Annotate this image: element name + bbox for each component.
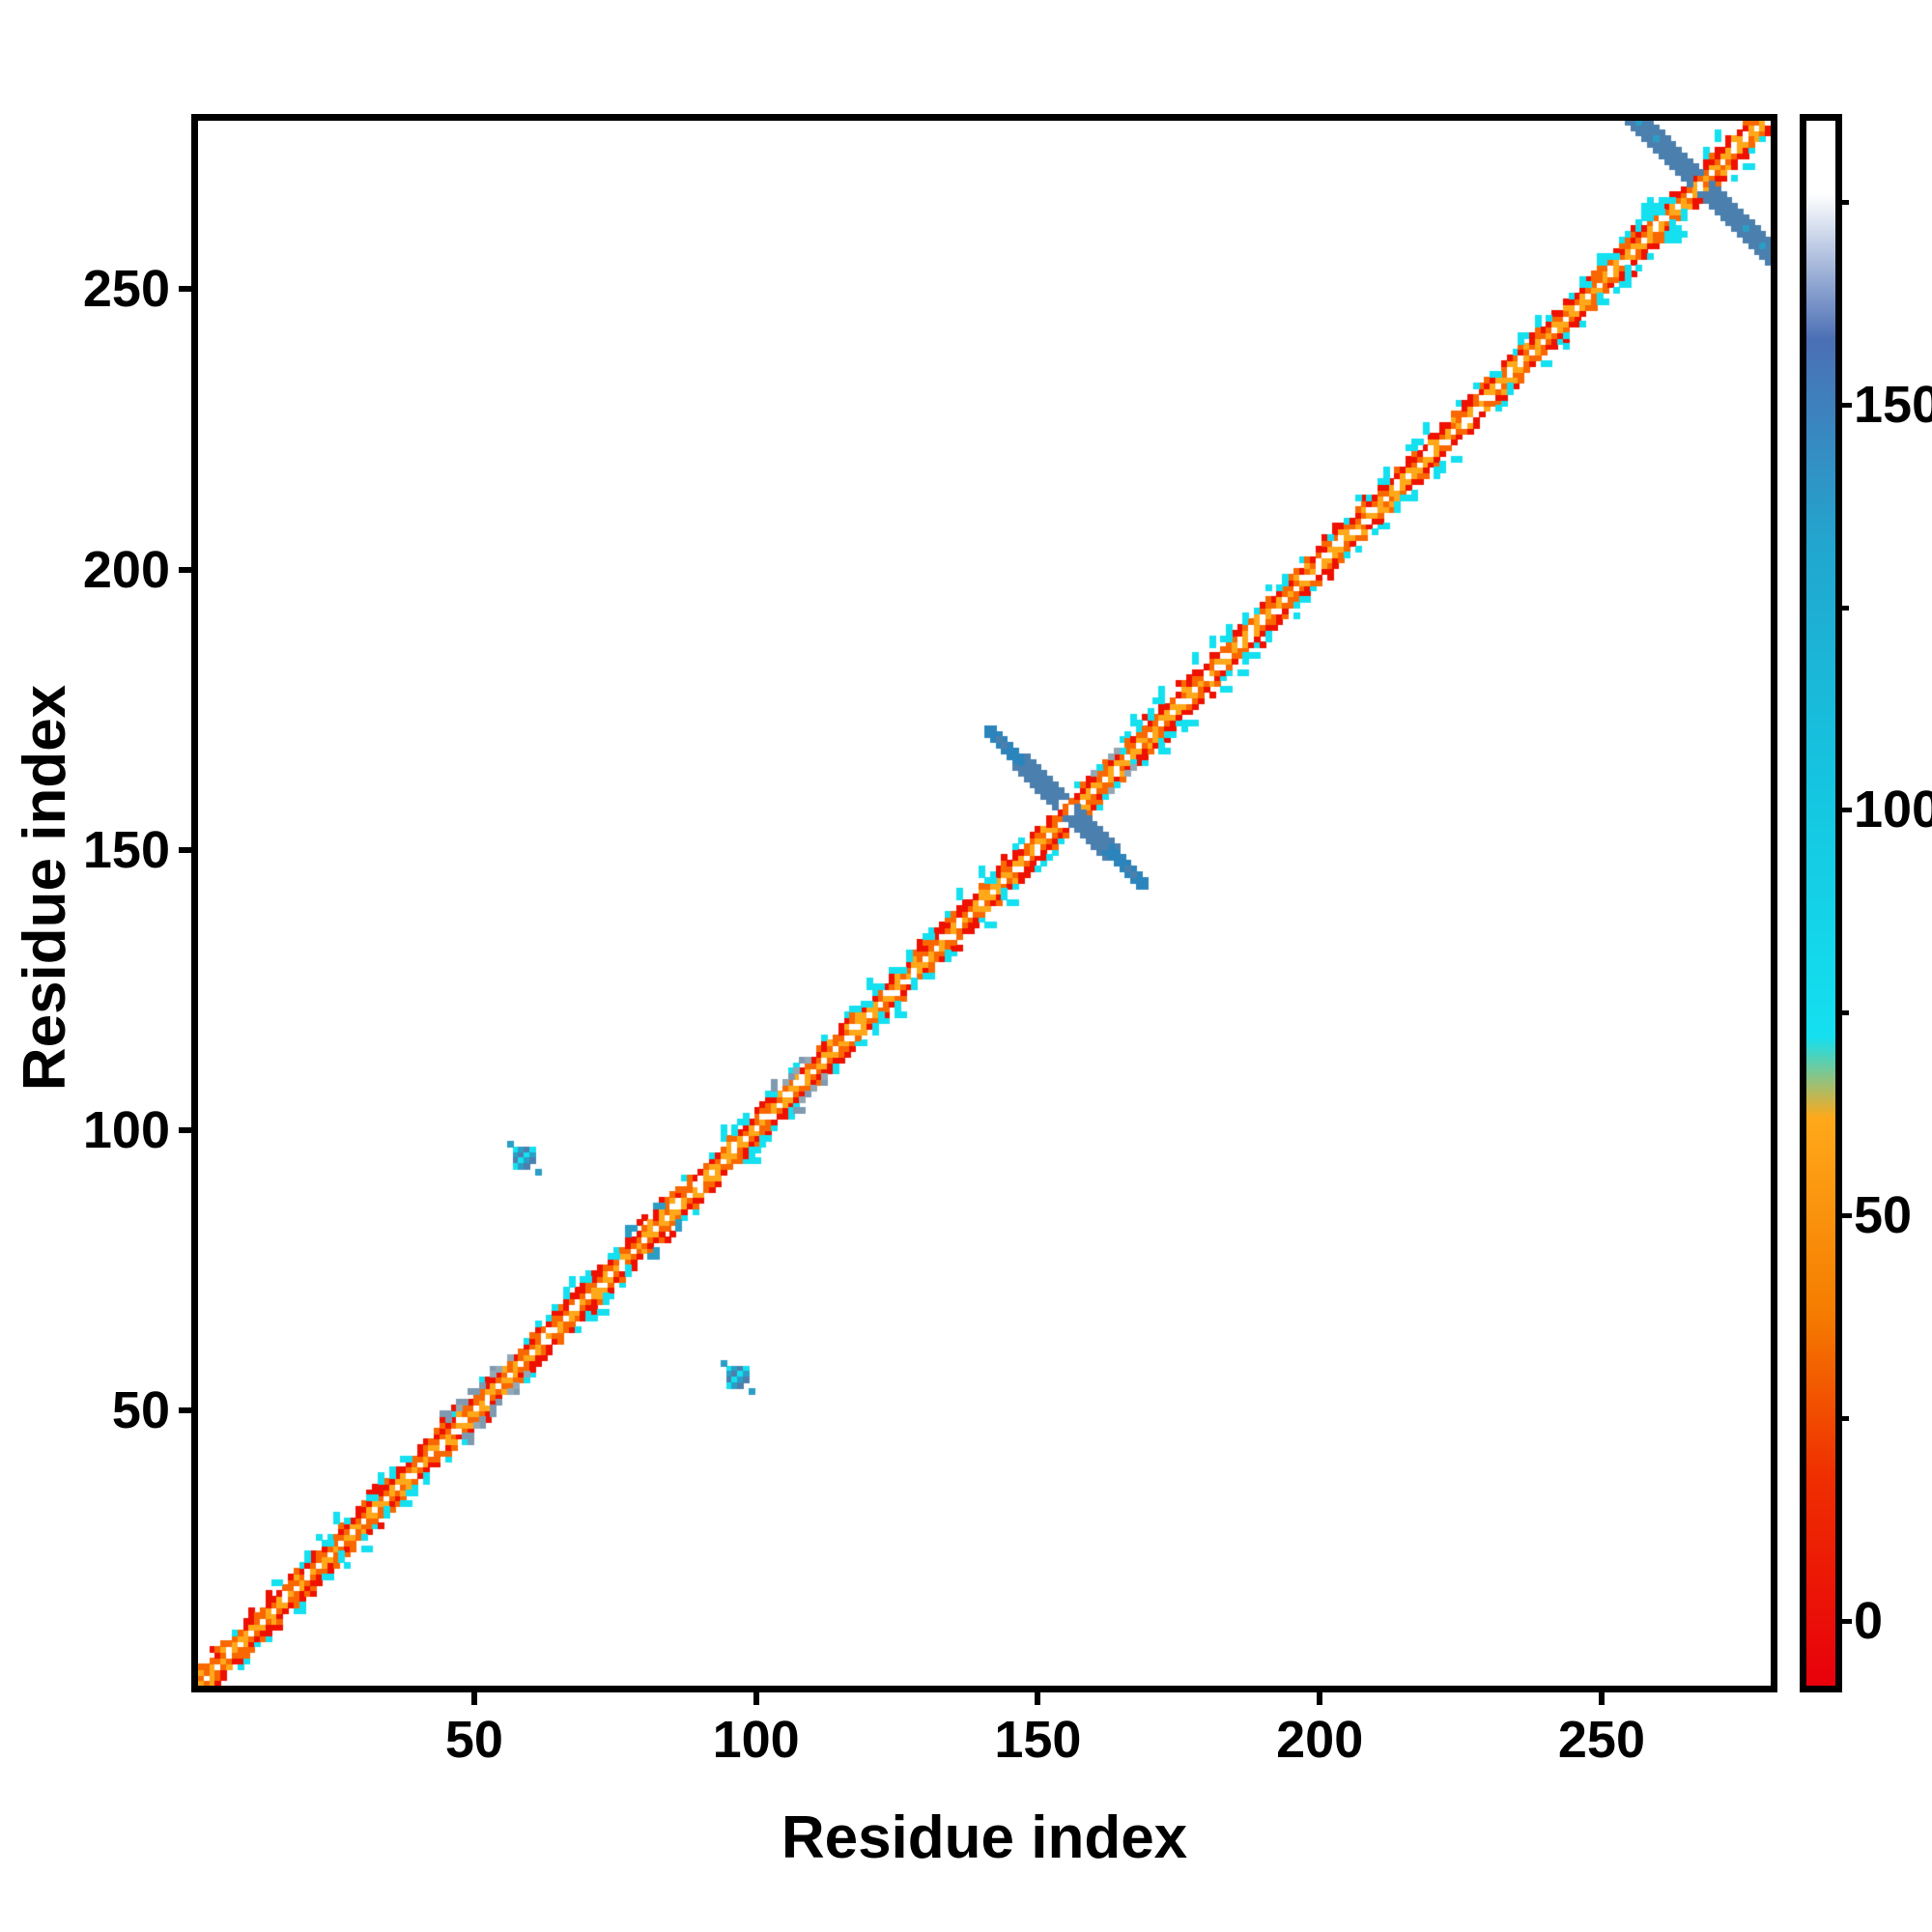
- y-axis-title: Residue index: [12, 684, 78, 1092]
- x-axis-title: Residue index: [781, 1804, 1188, 1871]
- x-tick-mark: [1035, 1689, 1041, 1705]
- colorbar-tick-mark: [1838, 402, 1852, 408]
- colorbar-tick-mark: [1838, 808, 1852, 813]
- colorbar-gradient: [1806, 121, 1835, 1686]
- colorbar: [1800, 114, 1842, 1692]
- colorbar-minor-tick-mark: [1840, 605, 1849, 611]
- x-tick-label: 150: [994, 1711, 1082, 1769]
- colorbar-tick-label: 0: [1854, 1591, 1884, 1650]
- x-tick-mark: [1598, 1689, 1605, 1705]
- colorbar-minor-tick-mark: [1840, 199, 1849, 205]
- colorbar-frame: [1800, 114, 1842, 1692]
- contact-map-panel: [191, 114, 1777, 1692]
- x-tick-label: 100: [712, 1711, 800, 1769]
- y-tick-mark: [179, 846, 195, 853]
- colorbar-tick-label: 50: [1854, 1186, 1913, 1245]
- y-tick-label: 200: [82, 540, 170, 599]
- colorbar-minor-tick-mark: [1840, 1010, 1849, 1016]
- colorbar-tick-label: 100: [1854, 781, 1932, 839]
- y-tick-label: 250: [82, 260, 170, 319]
- colorbar-tick-mark: [1838, 1618, 1852, 1624]
- y-tick-mark: [179, 566, 195, 573]
- y-tick-label: 50: [111, 1381, 170, 1440]
- y-tick-mark: [179, 1127, 195, 1134]
- colorbar-minor-tick-mark: [1840, 1416, 1849, 1421]
- y-tick-label: 150: [82, 820, 170, 879]
- y-tick-mark: [179, 1407, 195, 1414]
- x-tick-label: 250: [1557, 1711, 1645, 1769]
- x-tick-mark: [1317, 1689, 1323, 1705]
- x-tick-mark: [470, 1689, 477, 1705]
- x-tick-mark: [753, 1689, 759, 1705]
- x-tick-label: 50: [444, 1711, 503, 1769]
- colorbar-tick-label: 150: [1854, 375, 1932, 434]
- contact-map-canvas: [198, 121, 1771, 1686]
- y-tick-mark: [179, 286, 195, 293]
- x-tick-label: 200: [1276, 1711, 1364, 1769]
- y-tick-label: 100: [82, 1101, 170, 1160]
- colorbar-tick-mark: [1838, 1213, 1852, 1219]
